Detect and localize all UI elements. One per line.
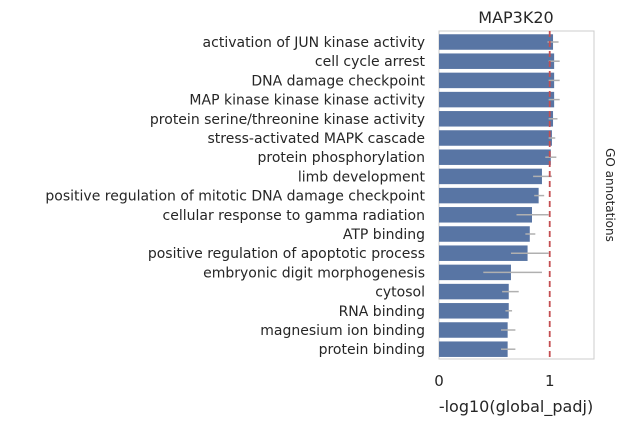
category-label: DNA damage checkpoint: [251, 73, 425, 89]
category-label: positive regulation of apoptotic process: [148, 246, 425, 262]
bar: [439, 187, 539, 204]
y-axis-label: GO annotations: [603, 148, 617, 242]
category-label: embryonic digit morphogenesis: [203, 265, 425, 281]
x-axis-label: -log10(global_padj): [439, 397, 593, 417]
bar: [439, 303, 509, 319]
error-bars-group: [483, 41, 560, 350]
bar: [439, 91, 555, 108]
bar: [439, 264, 511, 281]
bar: [439, 111, 554, 127]
bar: [439, 130, 552, 146]
category-label: cytosol: [375, 285, 425, 301]
category-label: RNA binding: [339, 304, 425, 320]
bar: [439, 341, 508, 357]
category-label: positive regulation of mitotic DNA damag…: [45, 189, 425, 205]
category-label: stress-activated MAPK cascade: [207, 131, 425, 147]
category-labels: activation of JUN kinase activity cell cy…: [45, 35, 425, 358]
category-label: protein binding: [319, 342, 425, 358]
category-label: cell cycle arrest: [315, 54, 426, 70]
bar: [439, 207, 532, 223]
bar: [439, 245, 528, 261]
bar: [439, 34, 554, 50]
bar: [439, 149, 551, 165]
chart-title: MAP3K20: [478, 8, 553, 27]
category-label: limb development: [298, 169, 426, 185]
category-label: MAP kinase kinase kinase activity: [189, 93, 425, 109]
bars-group: [439, 34, 555, 357]
category-label: magnesium ion binding: [260, 323, 425, 339]
bar: [439, 226, 530, 242]
bar: [439, 168, 542, 185]
category-label: ATP binding: [343, 227, 425, 243]
x-tick-label: 1: [545, 372, 555, 390]
category-label: cellular response to gamma radiation: [163, 208, 425, 224]
x-tick-label: 0: [434, 372, 444, 390]
category-label: protein serine/threonine kinase activity: [150, 112, 425, 128]
bar: [439, 283, 509, 300]
category-label: protein phosphorylation: [258, 150, 426, 166]
bar: [439, 322, 508, 338]
bar: [439, 72, 555, 89]
bar: [439, 53, 555, 69]
category-label: activation of JUN kinase activity: [203, 35, 425, 51]
